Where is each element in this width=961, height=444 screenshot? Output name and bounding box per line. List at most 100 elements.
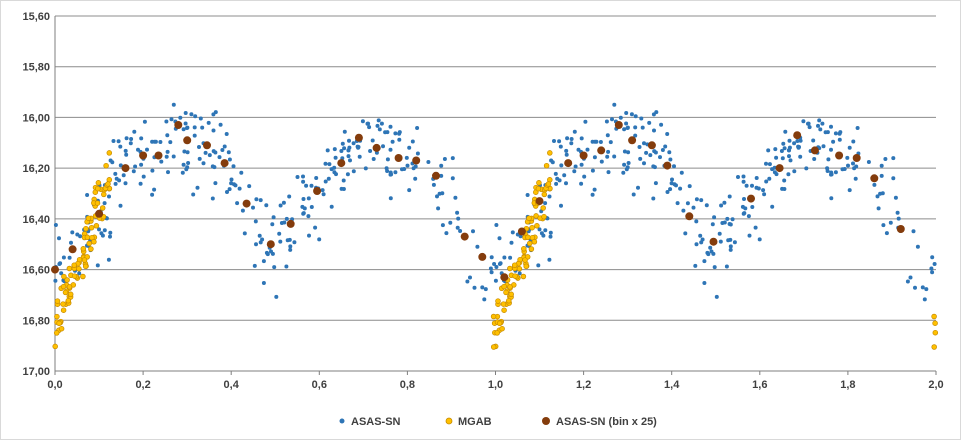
mgab-point xyxy=(503,289,509,296)
mgab-point xyxy=(99,205,106,211)
mgab-point xyxy=(526,240,533,247)
asas-sn-point xyxy=(480,285,485,290)
asas-sn-point xyxy=(110,160,115,165)
asas-sn-point xyxy=(612,154,617,159)
asas-sn-point xyxy=(118,144,123,149)
asas-sn-point xyxy=(363,166,368,171)
asas-sn-point xyxy=(287,194,292,199)
asas-sn-point xyxy=(357,154,362,159)
asas-sn-point xyxy=(261,259,266,264)
mgab-point xyxy=(81,257,88,263)
asas-sn-point xyxy=(816,123,820,128)
bin-point xyxy=(412,156,421,165)
y-tick-label: 16,80 xyxy=(22,315,50,327)
asas-sn-point xyxy=(770,167,775,172)
asas-sn-point xyxy=(389,172,394,177)
asas-sn-point xyxy=(165,149,170,154)
asas-sn-point xyxy=(371,157,376,161)
x-tick-label: 0,8 xyxy=(400,379,415,391)
asas-sn-point xyxy=(694,219,699,224)
mgab-point xyxy=(535,185,542,192)
asas-sn-point xyxy=(342,129,347,134)
y-tick-label: 16,20 xyxy=(22,163,50,175)
asas-sn-point xyxy=(669,181,674,186)
asas-sn-point xyxy=(239,170,244,175)
asas-sn-point xyxy=(191,192,196,197)
asas-sn-point xyxy=(648,153,653,158)
mgab-point xyxy=(508,291,514,298)
asas-sn-point xyxy=(128,141,133,146)
axis-tick-labels: 15,60 15,80 16,00 16,20 16,40 16,60 16,80 17,00… xyxy=(22,11,943,391)
series-mgab xyxy=(52,150,939,350)
asas-sn-point xyxy=(782,187,787,191)
asas-sn-point xyxy=(341,187,346,191)
asas-sn-point xyxy=(158,140,163,144)
asas-sn-point xyxy=(108,230,113,235)
asas-sn-point xyxy=(407,145,412,150)
asas-sn-point xyxy=(193,114,198,119)
asas-sn-point xyxy=(439,163,444,168)
asas-sn-point xyxy=(284,216,289,221)
y-tick-label: 17,00 xyxy=(22,366,50,378)
asas-sn-point xyxy=(178,115,183,120)
asas-sn-point xyxy=(145,147,149,152)
asas-sn-point xyxy=(826,157,831,162)
asas-sn-point xyxy=(123,181,128,186)
asas-sn-point xyxy=(555,176,560,181)
bin-point xyxy=(793,131,802,140)
mgab-point xyxy=(531,239,538,245)
asas-sn-point xyxy=(218,122,223,127)
asas-sn-point xyxy=(379,121,384,126)
asas-sn-point xyxy=(70,230,75,235)
asas-sn-point xyxy=(326,176,331,181)
asas-sn-point xyxy=(367,125,372,130)
asas-sn-point xyxy=(837,137,842,142)
mgab-point xyxy=(507,284,513,290)
asas-sn-point xyxy=(53,278,58,283)
asas-sn-point xyxy=(823,130,828,135)
bin-point xyxy=(870,174,879,183)
asas-sn-point xyxy=(278,239,283,244)
asas-sn-point xyxy=(741,179,746,184)
bin-point xyxy=(478,252,487,261)
mgab-point xyxy=(84,234,91,241)
mgab-point xyxy=(541,191,548,198)
asas-sn-point xyxy=(211,128,216,133)
asas-sn-point xyxy=(606,170,611,175)
asas-sn-point xyxy=(171,102,176,107)
asas-sn-point xyxy=(111,139,116,143)
asas-sn-point xyxy=(274,294,279,299)
x-tick-label: 1,6 xyxy=(752,379,767,391)
mgab-point xyxy=(516,266,523,272)
asas-sn-point xyxy=(405,163,410,168)
asas-sn-point xyxy=(152,187,157,192)
mgab-point xyxy=(512,273,518,279)
asas-sn-point xyxy=(439,173,444,178)
bin-point xyxy=(628,136,637,145)
asas-sn-point xyxy=(845,155,850,160)
asas-sn-point xyxy=(547,194,552,199)
asas-sn-point xyxy=(113,181,118,186)
asas-sn-point xyxy=(426,160,431,164)
asas-sn-point xyxy=(780,156,785,161)
asas-sn-point xyxy=(525,193,530,197)
mgab-point xyxy=(523,263,529,270)
mgab-point xyxy=(526,215,532,221)
asas-sn-point xyxy=(77,271,82,276)
bin-point xyxy=(372,143,381,152)
asas-sn-point xyxy=(665,190,670,194)
mgab-point xyxy=(88,224,95,231)
asas-sn-point xyxy=(333,155,338,160)
asas-sn-point xyxy=(384,166,389,171)
asas-sn-point xyxy=(222,144,227,149)
asas-sn-point xyxy=(413,176,418,181)
asas-sn-point xyxy=(57,236,61,241)
asas-sn-point xyxy=(626,150,631,155)
legend-marker-asas-sn xyxy=(339,418,345,424)
bin-point xyxy=(896,225,905,233)
y-tick-label: 16,00 xyxy=(22,112,50,124)
asas-sn-point xyxy=(831,139,836,144)
asas-sn-point xyxy=(618,115,623,120)
asas-sn-point xyxy=(725,216,730,221)
